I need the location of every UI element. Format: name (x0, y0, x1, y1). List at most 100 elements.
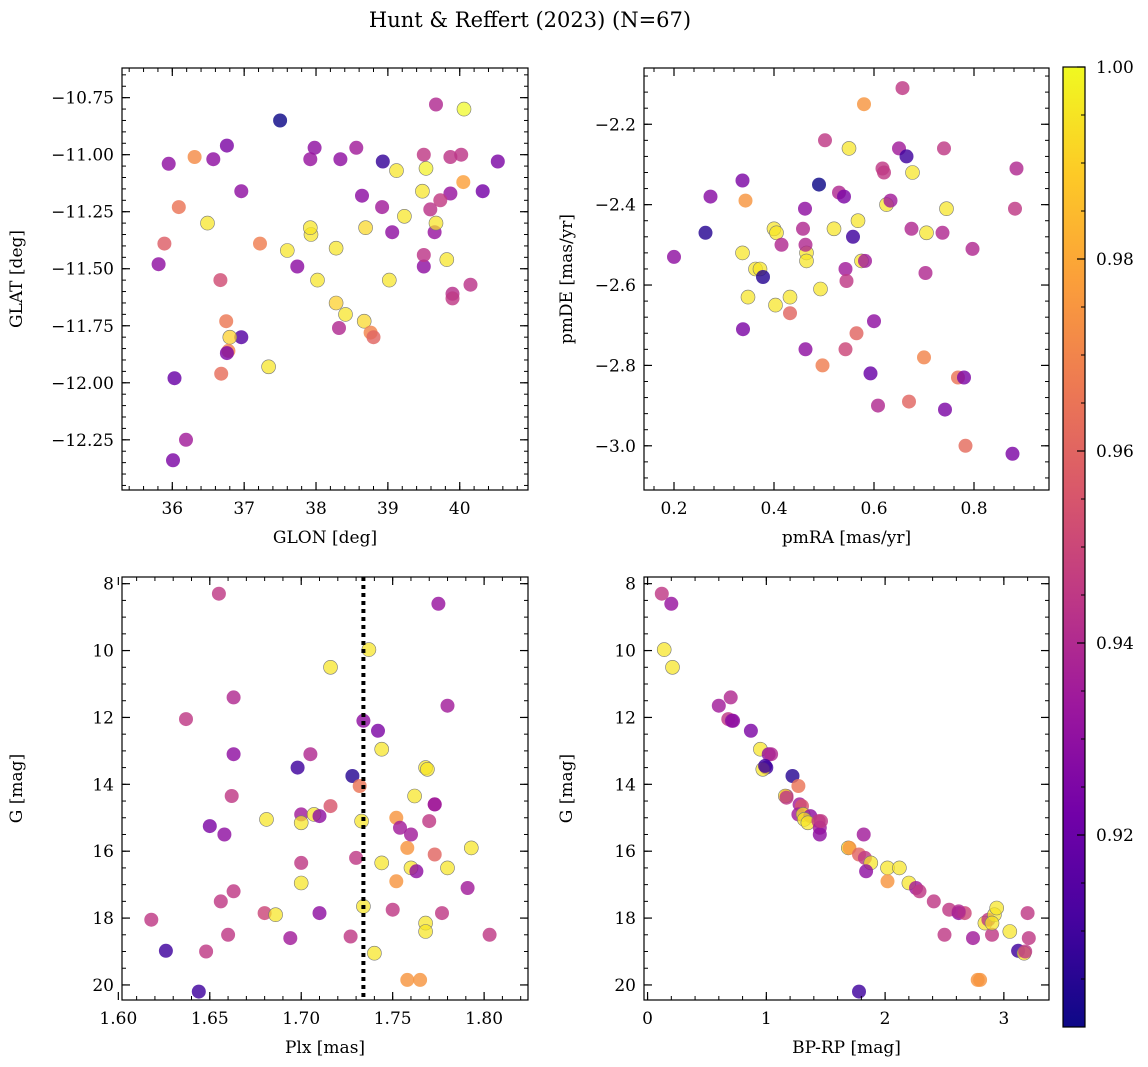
data-point (813, 281, 828, 297)
y-tick-label: 20 (614, 976, 636, 996)
data-point (791, 779, 806, 793)
x-axis-label: GLON [deg] (273, 528, 377, 548)
data-point (798, 342, 813, 357)
data-point (371, 723, 385, 738)
data-point (234, 330, 249, 345)
x-tick-label: 0.2 (660, 499, 687, 519)
data-point (735, 173, 750, 188)
data-point (883, 193, 898, 208)
data-point (904, 221, 919, 236)
y-tick-label: −11.50 (51, 260, 114, 280)
y-axis-label: GLAT [deg] (7, 230, 27, 328)
data-point (356, 313, 372, 329)
data-point (400, 972, 415, 987)
y-axis-label: G [mag] (7, 754, 27, 823)
data-point (724, 713, 739, 728)
data-point (374, 741, 390, 757)
data-point (191, 984, 206, 999)
data-point (1008, 201, 1022, 216)
data-point (213, 273, 228, 288)
data-point (756, 270, 770, 284)
x-tick-label: 0 (642, 1009, 653, 1029)
data-point (161, 156, 176, 171)
panel-pm: 0.2 0.4 0.6 0.8 −3.0 −2.8 −2.6 −2.4 −2.2 pmRA [ma… (557, 67, 1050, 548)
y-tick-label: −11.00 (51, 146, 114, 166)
axes-frame (643, 67, 1050, 491)
data-point (381, 272, 397, 288)
data-point (167, 371, 182, 386)
data-point (431, 596, 446, 611)
data-point (814, 814, 828, 829)
data-point (206, 152, 221, 167)
data-point (735, 245, 750, 261)
data-point (665, 659, 680, 675)
axes-frame (121, 576, 529, 1001)
data-point (307, 140, 322, 155)
data-point (332, 321, 346, 335)
data-point (257, 906, 272, 921)
data-point (187, 150, 202, 164)
colorbar-tick-label: 0.94 (1096, 634, 1134, 654)
data-point (456, 175, 471, 190)
data-point (703, 189, 718, 204)
data-point (456, 101, 472, 117)
data-point (926, 894, 941, 909)
data-point (698, 225, 713, 240)
data-point (234, 184, 249, 199)
data-point (435, 906, 449, 921)
colorbar-tick-label: 1.00 (1096, 58, 1134, 78)
data-point (1005, 446, 1020, 461)
data-point (179, 432, 193, 447)
data-point (740, 289, 756, 305)
data-point (294, 855, 309, 870)
data-point (158, 943, 173, 958)
data-point (439, 252, 455, 267)
x-tick-label: 36 (161, 499, 183, 519)
data-point (407, 788, 422, 804)
data-point (416, 248, 431, 262)
data-point (157, 236, 172, 251)
data-point (738, 193, 753, 208)
data-point (374, 855, 390, 871)
data-point (290, 760, 305, 775)
x-tick-label: 0.4 (760, 499, 787, 519)
data-point (302, 220, 318, 235)
data-point (935, 225, 950, 240)
data-point (460, 881, 475, 895)
x-axis-label: pmRA [mas/yr] (782, 528, 911, 548)
data-point (200, 215, 215, 231)
y-tick-label: −2.6 (595, 276, 636, 296)
data-point (226, 690, 241, 705)
data-point (736, 322, 750, 337)
data-point (416, 147, 431, 162)
data-point (385, 902, 400, 917)
data-point (443, 150, 458, 164)
data-point (423, 202, 438, 217)
data-point (815, 358, 830, 373)
data-point (841, 141, 857, 156)
y-axis-label: pmDE [mas/yr] (557, 214, 577, 344)
data-point (219, 346, 234, 361)
data-point (859, 864, 874, 879)
x-tick-label: 1.70 (282, 1009, 320, 1029)
data-point (768, 297, 783, 313)
data-point (429, 97, 443, 112)
data-point (440, 860, 455, 876)
y-tick-label: 18 (614, 909, 636, 929)
y-tick-label: 16 (92, 842, 114, 862)
data-point (783, 306, 797, 321)
data-point (758, 758, 773, 773)
data-point (1009, 161, 1024, 176)
colorbar: 0.92 0.94 0.96 0.98 1.00 (1062, 58, 1134, 1028)
data-point (303, 152, 318, 167)
x-tick-label: 38 (305, 499, 327, 519)
data-point (217, 827, 232, 842)
data-point (349, 140, 364, 155)
data-point (261, 359, 276, 375)
data-point (166, 453, 180, 468)
data-point (253, 236, 267, 251)
y-tick-label: 10 (614, 642, 636, 662)
scatter-points (667, 81, 1024, 461)
data-point (375, 200, 390, 215)
data-point (871, 398, 885, 413)
